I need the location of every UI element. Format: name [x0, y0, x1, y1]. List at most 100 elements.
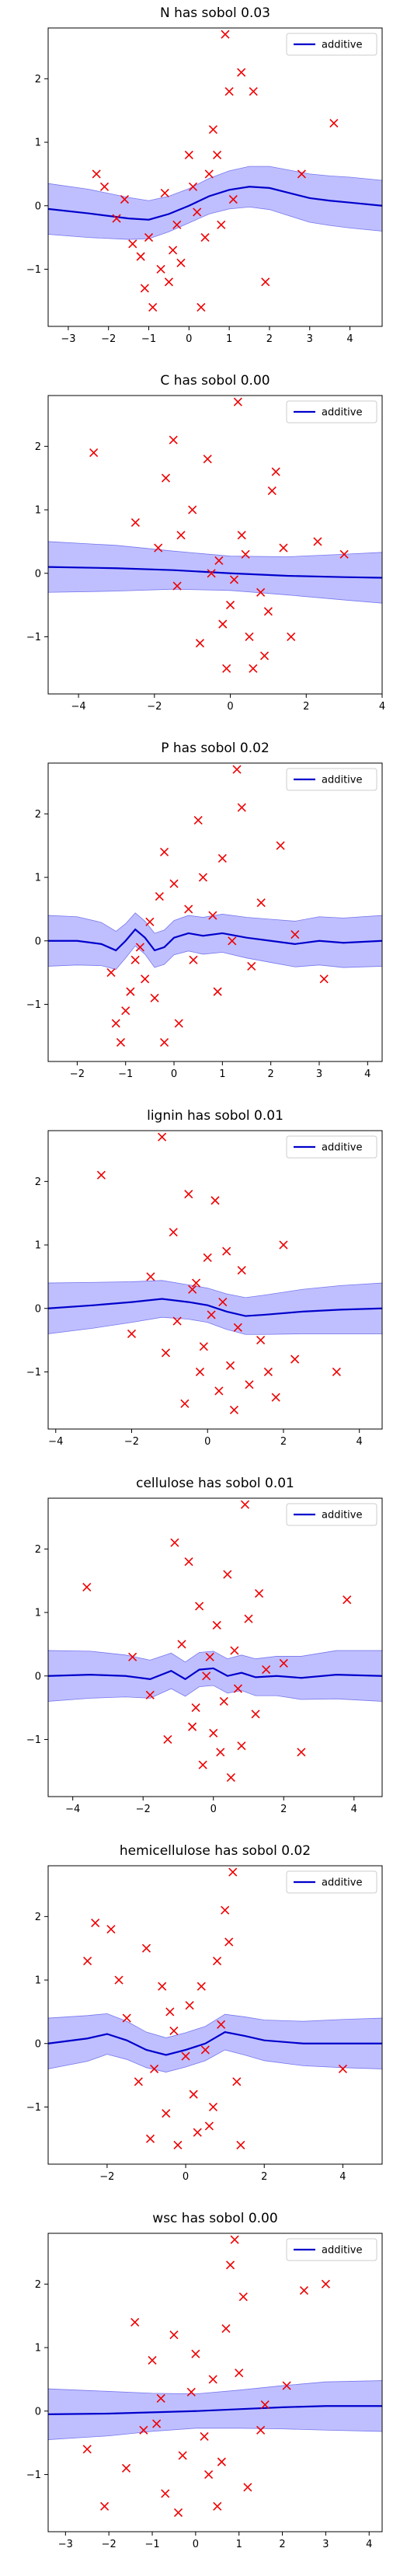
data-point	[197, 302, 206, 312]
data-point	[251, 1710, 260, 1719]
x-tick-label: 2	[261, 2171, 267, 2183]
data-point	[235, 2369, 244, 2378]
x-tick-label: −1	[141, 333, 156, 345]
data-point	[217, 2457, 226, 2466]
data-point	[224, 87, 234, 96]
confidence-band	[47, 1650, 383, 1702]
legend-label: additive	[322, 2245, 362, 2257]
data-point	[232, 2077, 242, 2086]
data-point	[174, 1019, 183, 1028]
data-point	[173, 2140, 183, 2150]
data-point	[165, 2007, 175, 2017]
legend-label: additive	[322, 775, 362, 786]
data-point	[245, 632, 254, 642]
data-point	[282, 2381, 291, 2390]
data-point	[169, 879, 179, 888]
legend-label: additive	[322, 1142, 362, 1154]
x-tick-label: 3	[307, 333, 313, 345]
y-tick-label: 1	[35, 873, 41, 884]
data-point	[213, 150, 222, 159]
data-point	[212, 1620, 221, 1630]
data-point	[106, 968, 116, 978]
chart-title: cellulose has sobol 0.01	[136, 1476, 294, 1491]
data-point	[126, 987, 135, 996]
data-point	[158, 1982, 167, 1991]
data-point	[170, 1538, 179, 1547]
x-tick-label: 4	[346, 333, 353, 345]
data-point	[249, 664, 258, 673]
data-point	[233, 397, 242, 406]
y-tick-label: 2	[35, 2279, 41, 2291]
legend: additive	[286, 1870, 377, 1894]
data-point	[172, 1316, 182, 1326]
mean-curve	[47, 566, 383, 579]
data-point	[203, 1253, 212, 1262]
data-point	[297, 169, 306, 179]
x-tick-label: −2	[99, 2171, 114, 2183]
y-tick-label: 0	[35, 1303, 41, 1315]
x-tick-label: 4	[339, 2171, 346, 2183]
data-point	[290, 1354, 300, 1364]
chart-svg: P has sobol 0.02 −2 −1 0 1 2 3 4 −1 0 1 2 additive	[26, 741, 383, 1080]
data-point	[128, 239, 137, 249]
y-tick-label: −1	[26, 632, 41, 643]
chart-svg: cellulose has sobol 0.01 −4 −2 0 2 4 −1 0 1 2 addi…	[26, 1476, 383, 1815]
legend-label: additive	[322, 1510, 362, 1522]
data-point	[299, 2285, 309, 2295]
x-tick-label: 2	[279, 2539, 285, 2550]
data-point	[236, 2140, 245, 2150]
data-point	[226, 1773, 235, 1783]
y-tick-label: −1	[26, 2102, 41, 2114]
data-point	[329, 118, 339, 128]
x-tick-label: 4	[366, 2539, 372, 2550]
data-point	[230, 1646, 239, 1655]
chart-svg: hemicellulose has sobol 0.02 −2 0 2 4 −1 0 1 2 ad…	[26, 1843, 383, 2183]
data-point	[218, 619, 228, 629]
data-point	[245, 1380, 254, 1389]
y-tick-label: −1	[26, 2470, 41, 2481]
x-tick-label: −1	[118, 1068, 133, 1080]
legend: additive	[286, 1135, 377, 1159]
data-point	[208, 2102, 218, 2112]
chart-svg: N has sobol 0.03 −3 −2 −1 0 1 2 3 4 −1 0 1 2 additive	[26, 5, 383, 345]
data-point	[173, 2508, 183, 2518]
data-point	[222, 664, 231, 673]
axes-frame	[47, 395, 383, 695]
data-point	[128, 1652, 137, 1661]
data-point	[184, 1190, 193, 1199]
chart-title: hemicellulose has sobol 0.02	[120, 1843, 311, 1859]
data-point	[287, 632, 296, 642]
data-point	[233, 1323, 242, 1332]
data-point	[208, 911, 217, 920]
legend-box	[286, 33, 377, 56]
data-point	[154, 543, 163, 552]
data-point	[116, 1037, 126, 1047]
x-tick-label: 1	[219, 1068, 225, 1080]
data-point	[261, 277, 270, 287]
data-point	[200, 2431, 209, 2442]
data-point	[150, 2064, 159, 2074]
data-point	[214, 1386, 224, 1396]
data-point	[160, 188, 169, 197]
x-tick-label: 0	[171, 1068, 177, 1080]
x-tick-label: −2	[136, 1804, 151, 1815]
data-point	[185, 2001, 194, 2010]
legend-box	[286, 768, 377, 791]
data-point	[156, 264, 165, 274]
legend: additive	[286, 1503, 377, 1526]
x-tick-label: −4	[65, 1804, 80, 1815]
axes-frame	[47, 27, 383, 327]
data-point	[271, 1393, 280, 1402]
data-point	[237, 1741, 246, 1751]
x-tick-label: −4	[71, 701, 86, 713]
x-tick-label: −1	[144, 2539, 159, 2550]
data-point	[106, 1925, 116, 1934]
data-point	[338, 2064, 347, 2074]
y-tick-label: 2	[35, 1912, 41, 1923]
data-point	[290, 930, 300, 939]
data-point	[229, 1405, 238, 1415]
y-tick-label: 2	[35, 1544, 41, 1556]
data-point	[218, 1298, 228, 1307]
data-point	[225, 1361, 235, 1370]
data-point	[207, 569, 216, 578]
